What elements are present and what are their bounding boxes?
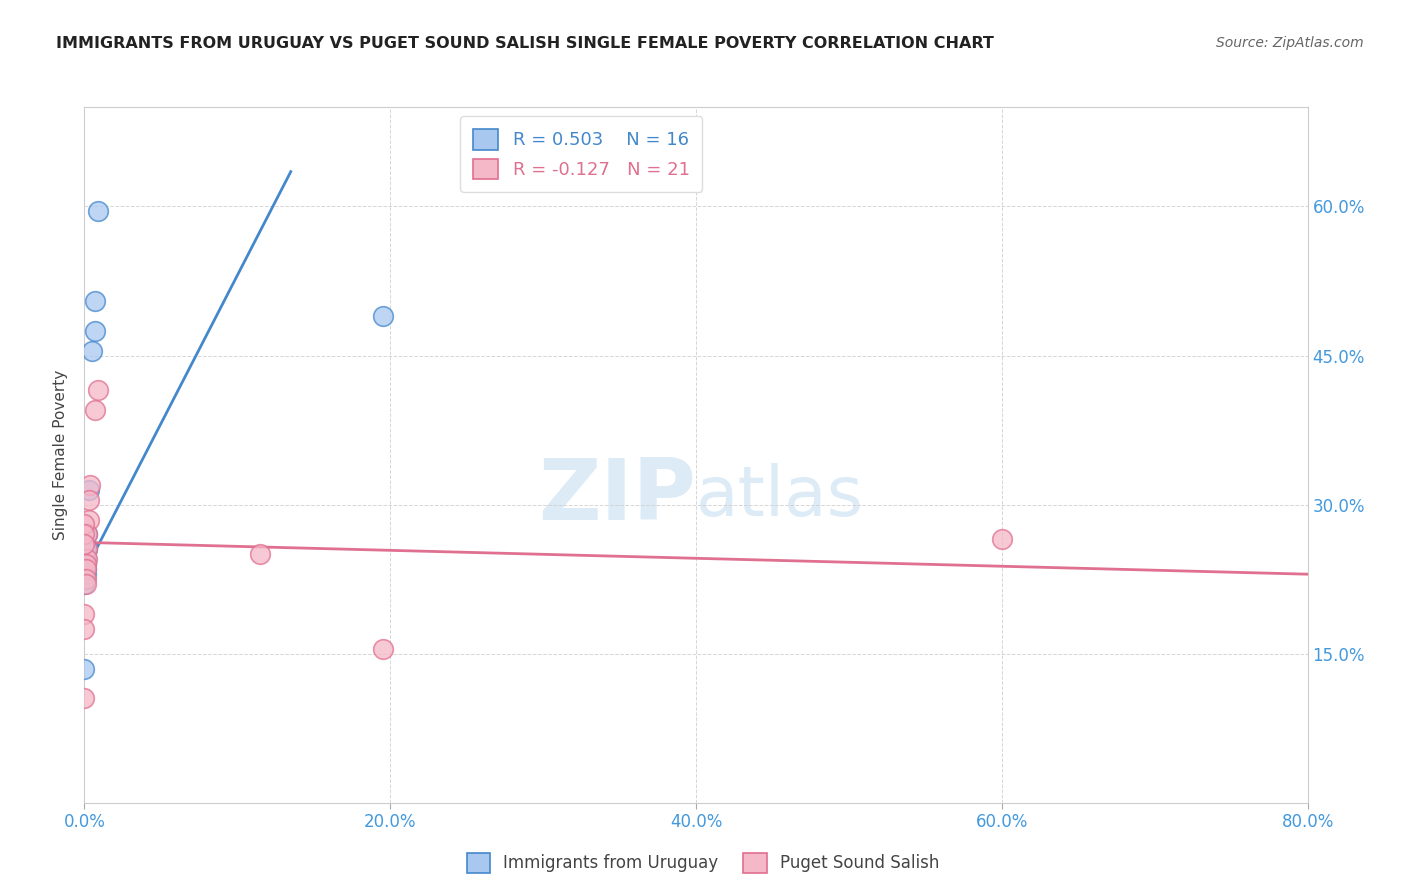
Point (79, 477, 101, 491)
Point (73, 607, 96, 621)
Point (75, 558, 97, 572)
Point (80, 343, 103, 358)
Point (75, 562, 97, 576)
Point (73, 572, 96, 586)
Point (77, 512, 100, 526)
Point (84, 403, 107, 417)
Point (75, 572, 97, 586)
Point (75, 577, 97, 591)
Point (991, 533, 1014, 547)
Point (73, 691, 96, 706)
Point (249, 547, 271, 561)
Point (76, 542, 98, 557)
Point (76, 527, 98, 541)
Point (371, 641, 394, 656)
Point (84, 324, 107, 338)
Point (73, 537, 96, 551)
Point (76, 542, 98, 557)
Text: ZIP: ZIP (538, 455, 696, 538)
Text: atlas: atlas (696, 463, 863, 530)
Point (73, 517, 96, 532)
Legend: Immigrants from Uruguay, Puget Sound Salish: Immigrants from Uruguay, Puget Sound Sal… (460, 847, 946, 880)
Legend: R = 0.503    N = 16, R = -0.127   N = 21: R = 0.503 N = 16, R = -0.127 N = 21 (460, 116, 703, 192)
Point (76, 552, 98, 566)
Point (73, 662, 96, 676)
Point (87, 384, 110, 398)
Point (75, 562, 97, 576)
Point (73, 622, 96, 636)
Text: Source: ZipAtlas.com: Source: ZipAtlas.com (1216, 36, 1364, 50)
Point (87, 204, 110, 219)
Point (77, 483, 100, 497)
Y-axis label: Single Female Poverty: Single Female Poverty (53, 370, 69, 540)
Point (73, 577, 96, 591)
Text: IMMIGRANTS FROM URUGUAY VS PUGET SOUND SALISH SINGLE FEMALE POVERTY CORRELATION : IMMIGRANTS FROM URUGUAY VS PUGET SOUND S… (56, 36, 994, 51)
Point (75, 552, 97, 566)
Point (75, 542, 97, 557)
Point (84, 293, 107, 308)
Point (76, 527, 98, 541)
Point (371, 309, 394, 323)
Point (75, 567, 97, 582)
Point (75, 558, 97, 572)
Point (73, 527, 96, 541)
Point (77, 492, 100, 507)
